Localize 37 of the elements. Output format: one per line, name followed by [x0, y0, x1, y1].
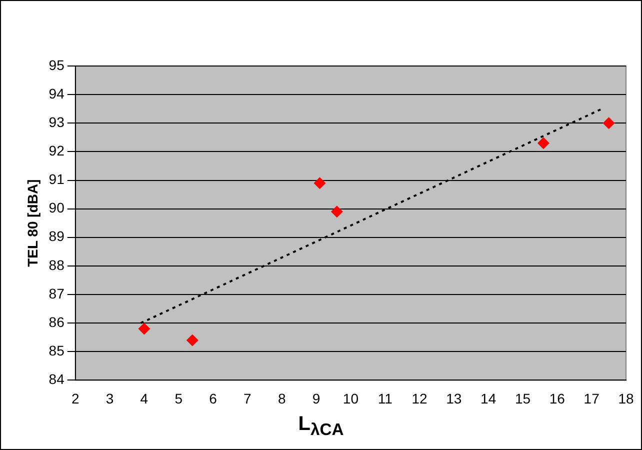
x-tick-label: 16: [549, 390, 566, 406]
y-tick-label: 93: [48, 114, 65, 130]
x-tick-label: 14: [480, 390, 496, 406]
x-tick-label: 15: [514, 390, 531, 406]
y-tick-label: 88: [48, 256, 65, 273]
x-tick-label: 11: [378, 390, 393, 406]
y-tick-label: 90: [48, 200, 65, 216]
x-tick-label: 3: [106, 390, 114, 406]
x-tick-label: 2: [71, 390, 80, 406]
x-tick-label: 17: [584, 390, 600, 406]
y-tick-label: 86: [48, 314, 65, 330]
y-tick-label: 87: [48, 285, 65, 302]
y-tick-label: 89: [48, 228, 65, 244]
y-tick-label: 92: [48, 142, 65, 159]
y-tick-label: 84: [48, 371, 65, 388]
point: [186, 334, 198, 346]
point: [537, 137, 550, 150]
x-tick-label: 18: [618, 390, 634, 406]
point: [138, 322, 150, 335]
x-tick-label: 7: [244, 390, 252, 406]
point: [314, 177, 326, 190]
point: [602, 117, 615, 130]
y-axis-title: TEL 80 [dBA]: [24, 179, 40, 267]
x-tick-label: 12: [412, 390, 428, 406]
x-tick-label: 9: [312, 390, 320, 406]
y-tick-label: 95: [48, 56, 65, 73]
x-tick-label: 5: [174, 390, 183, 406]
y-tick-label: 91: [48, 171, 65, 188]
x-tick-label: 8: [278, 390, 286, 406]
x-tick-label: 4: [140, 390, 148, 406]
x-axis-title: L$_{λCA}$: [297, 413, 345, 440]
x-tick-label: 10: [342, 390, 359, 406]
y-tick-label: 94: [48, 85, 65, 102]
x-tick-label: 6: [209, 390, 218, 406]
y-tick-label: 85: [48, 342, 65, 358]
point: [330, 206, 343, 218]
x-tick-label: 13: [446, 390, 462, 406]
